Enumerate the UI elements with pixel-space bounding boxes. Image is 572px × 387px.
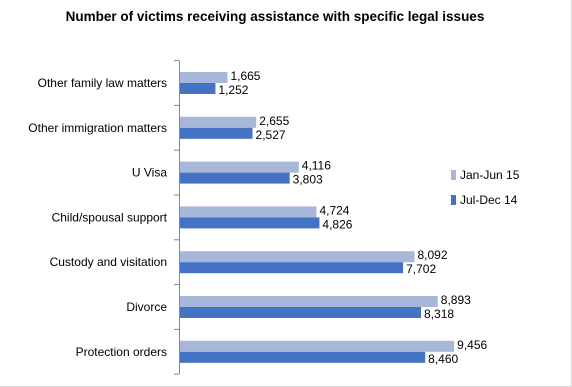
bar-jul-dec-14 bbox=[179, 127, 253, 139]
data-label: 2,527 bbox=[256, 128, 286, 142]
bar-jan-jun-15 bbox=[179, 161, 299, 173]
data-label: 9,456 bbox=[457, 338, 487, 352]
bar-jan-jun-15 bbox=[179, 251, 415, 263]
bar-jul-dec-14 bbox=[179, 83, 216, 94]
data-label: 8,318 bbox=[424, 307, 454, 321]
bar-jul-dec-14 bbox=[179, 262, 404, 274]
category-label: Divorce bbox=[126, 300, 167, 314]
data-label: 2,655 bbox=[259, 114, 289, 128]
category-label: Other family law matters bbox=[38, 76, 167, 90]
bar-jul-dec-14 bbox=[179, 307, 422, 318]
bar-jan-jun-15 bbox=[179, 72, 228, 83]
data-label: 4,116 bbox=[302, 159, 331, 173]
data-label: 1,665 bbox=[230, 69, 260, 83]
data-label: 1,252 bbox=[218, 83, 248, 97]
legend-label: Jan-Jun 15 bbox=[460, 168, 520, 182]
category-label: Other immigration matters bbox=[28, 121, 167, 135]
category-label: Custody and visitation bbox=[50, 255, 167, 269]
data-label: 8,893 bbox=[441, 293, 471, 307]
category-label: Protection orders bbox=[76, 345, 167, 359]
data-label: 8,092 bbox=[417, 248, 447, 262]
bar-jul-dec-14 bbox=[179, 351, 426, 363]
legend-label: Jul-Dec 14 bbox=[460, 193, 518, 207]
category-label: U Visa bbox=[132, 166, 167, 180]
bar-jan-jun-15 bbox=[179, 296, 438, 307]
bar-jan-jun-15 bbox=[179, 206, 317, 218]
data-label: 4,826 bbox=[322, 217, 352, 231]
data-label: 7,702 bbox=[406, 262, 436, 276]
bar-jul-dec-14 bbox=[179, 217, 320, 229]
category-label: Child/spousal support bbox=[52, 210, 168, 224]
data-label: 4,724 bbox=[319, 203, 349, 217]
legend-swatch bbox=[451, 195, 456, 205]
bar-jan-jun-15 bbox=[179, 340, 455, 352]
bar-jul-dec-14 bbox=[179, 172, 290, 184]
data-label: 8,460 bbox=[428, 352, 458, 366]
data-label: 3,803 bbox=[293, 173, 323, 187]
chart-title: Number of victims receiving assistance w… bbox=[65, 9, 485, 24]
bar-jan-jun-15 bbox=[179, 116, 257, 128]
legend-swatch bbox=[451, 170, 456, 180]
